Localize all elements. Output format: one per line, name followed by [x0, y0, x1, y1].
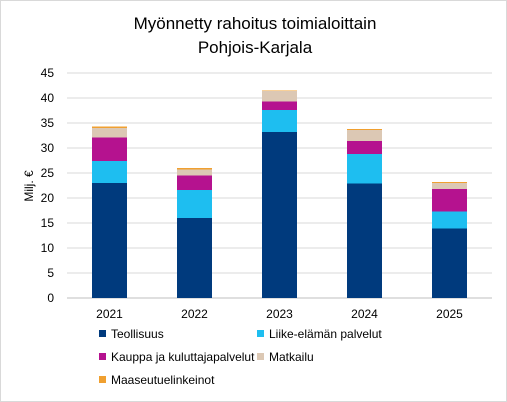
y-tick-label: 20	[41, 191, 55, 205]
legend-label: Liike-elämän palvelut	[269, 327, 382, 341]
legend-swatch	[257, 353, 264, 360]
legend-swatch	[99, 353, 106, 360]
bar-segment-2024-3	[347, 141, 382, 154]
bar-segment-2023-1	[262, 132, 297, 298]
bar-segment-2025-3	[432, 189, 467, 212]
bar-segment-2021-2	[92, 161, 127, 183]
legend-label: Maaseutuelinkeinot	[111, 373, 215, 387]
x-tick-label: 2022	[181, 307, 208, 321]
bar-segment-2021-3	[92, 137, 127, 161]
bar-segment-2022-2	[177, 190, 212, 218]
chart-title-line-1: Myönnetty rahoitus toimialoittain	[134, 14, 377, 33]
legend-swatch	[257, 330, 264, 337]
bars	[92, 90, 467, 298]
bar-segment-2023-5	[262, 90, 297, 91]
bar-segment-2025-1	[432, 228, 467, 298]
bar-segment-2021-1	[92, 183, 127, 298]
bar-segment-2024-2	[347, 154, 382, 184]
x-tick-label: 2023	[266, 307, 293, 321]
bar-segment-2021-4	[92, 128, 127, 138]
bar-segment-2022-1	[177, 218, 212, 298]
bar-segment-2025-5	[432, 182, 467, 183]
y-tick-label: 30	[41, 141, 55, 155]
bar-segment-2022-4	[177, 169, 212, 176]
y-tick-label: 0	[47, 291, 54, 305]
bar-segment-2025-2	[432, 211, 467, 229]
legend-swatch	[99, 330, 106, 337]
y-tick-label: 35	[41, 116, 55, 130]
x-tick-labels: 2021 2022 2023 2024 2025	[96, 307, 463, 321]
y-tick-label: 10	[41, 241, 55, 255]
y-tick-label: 5	[47, 266, 54, 280]
y-tick-label: 25	[41, 166, 55, 180]
y-tick-label: 45	[41, 66, 55, 80]
bar-segment-2023-3	[262, 101, 297, 110]
bar-segment-2024-1	[347, 183, 382, 298]
bar-segment-2021-5	[92, 126, 127, 128]
y-tick-label: 15	[41, 216, 55, 230]
legend-label: Kauppa ja kuluttajapalvelut	[111, 350, 255, 364]
legend-swatch	[99, 376, 106, 383]
bar-segment-2024-5	[347, 129, 382, 130]
x-tick-label: 2021	[96, 307, 123, 321]
y-tick-label: 40	[41, 91, 55, 105]
legend-label: Teollisuus	[111, 327, 164, 341]
legend-label: Matkailu	[269, 350, 314, 364]
y-tick-labels: 0 5 10 15 20 25 30 35 40 45	[41, 66, 55, 305]
chart-title-line-2: Pohjois-Karjala	[198, 38, 313, 57]
legend: Teollisuus Liike-elämän palvelut Kauppa ja…	[99, 327, 382, 387]
bar-segment-2023-2	[262, 110, 297, 132]
y-axis-label: Milj. €	[22, 170, 36, 202]
bar-segment-2024-4	[347, 130, 382, 141]
x-tick-label: 2025	[436, 307, 463, 321]
bar-segment-2025-4	[432, 183, 467, 189]
bar-segment-2022-5	[177, 168, 212, 170]
x-tick-label: 2024	[351, 307, 378, 321]
bar-segment-2023-4	[262, 91, 297, 102]
bar-segment-2022-3	[177, 175, 212, 190]
